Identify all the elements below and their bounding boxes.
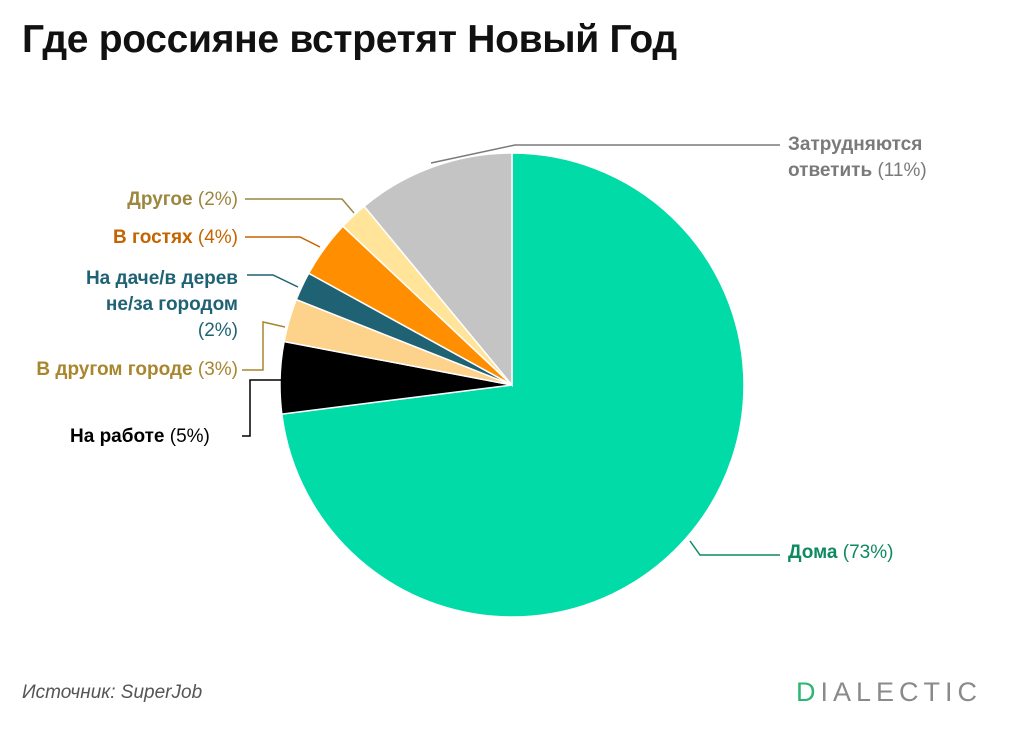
leader-line-2 xyxy=(242,321,286,371)
leader-line-1 xyxy=(242,379,281,437)
label-zatrudnyayutsya: Затрудняются ответить (11%) xyxy=(788,132,968,184)
brand-logo: DIALECTIC xyxy=(796,677,982,708)
label-name: На работе xyxy=(70,426,165,447)
label-v-drugom-gorode: В другом городе (3%) xyxy=(0,357,238,383)
brand-logo-first-letter: D xyxy=(796,677,821,707)
source-note: Источник: SuperJob xyxy=(22,682,203,703)
label-percent: (3%) xyxy=(197,359,238,380)
leader-line-3 xyxy=(247,274,299,288)
label-percent: (11%) xyxy=(877,160,927,181)
pie-slice-0 xyxy=(280,152,745,618)
label-percent: (4%) xyxy=(197,227,238,248)
label-drugoe: Другое (2%) xyxy=(127,187,238,213)
leader-line-6 xyxy=(430,144,780,164)
label-name: Другое xyxy=(127,189,193,210)
label-percent: (2%) xyxy=(197,189,238,210)
label-name: На даче/в деревне/за городом xyxy=(85,268,238,315)
label-name: Затрудняются ответить xyxy=(788,134,923,181)
leader-line-5 xyxy=(245,198,355,214)
brand-logo-rest: IALECTIC xyxy=(820,677,983,707)
label-name: В гостях xyxy=(113,227,193,248)
label-name: В другом городе xyxy=(36,359,193,380)
chart-title: Где россияне встретят Новый Год xyxy=(22,18,677,61)
pie-slice-6 xyxy=(363,152,513,388)
label-na-rabote: На работе (5%) xyxy=(70,424,210,450)
label-v-gostyah: В гостях (4%) xyxy=(113,225,238,251)
label-doma: Дома (73%) xyxy=(788,540,893,566)
label-name: Дома xyxy=(788,542,838,563)
label-percent: (2%) xyxy=(197,320,238,341)
leader-line-4 xyxy=(245,236,321,248)
leader-line-0 xyxy=(689,540,780,556)
label-percent: (73%) xyxy=(842,542,894,563)
label-percent: (5%) xyxy=(169,426,210,447)
label-na-dache: На даче/в деревне/за городом (2%) xyxy=(78,266,238,344)
